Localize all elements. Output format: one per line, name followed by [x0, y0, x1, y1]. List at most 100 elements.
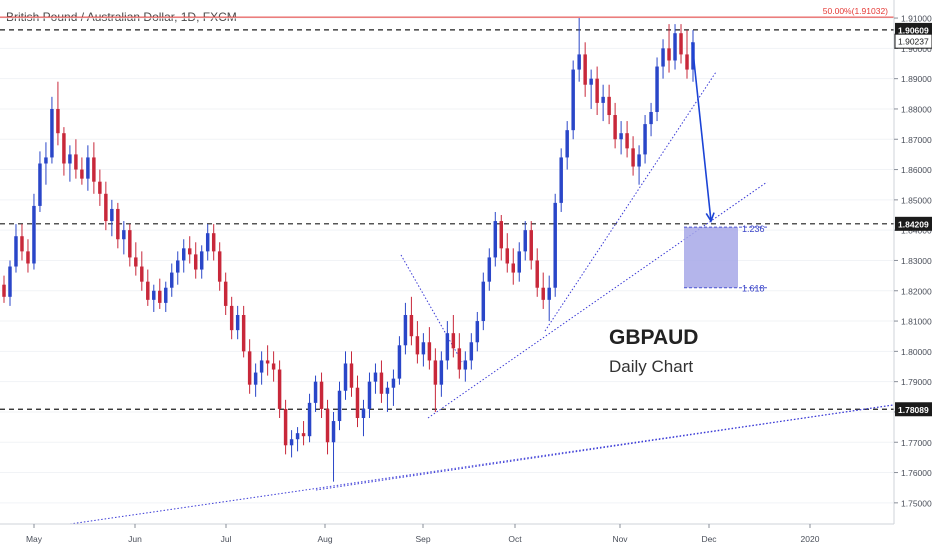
candle-body: [235, 314, 240, 331]
candle-body: [667, 48, 671, 61]
candle: [98, 169, 102, 206]
candle: [2, 275, 6, 303]
candle: [367, 372, 372, 419]
candle-body: [463, 360, 468, 370]
candle-body: [637, 154, 641, 167]
candle: [451, 314, 456, 358]
candle: [661, 39, 665, 79]
candle-body: [397, 345, 402, 379]
candle-body: [241, 314, 246, 352]
candle: [241, 305, 246, 358]
x-tick-label: Aug: [317, 534, 332, 544]
candle-body: [685, 54, 689, 70]
candle: [235, 305, 240, 340]
y-tick-label: 1.91000: [901, 14, 932, 24]
candle: [397, 336, 402, 385]
candle-body: [80, 169, 84, 179]
candle: [26, 239, 30, 273]
candle: [128, 224, 132, 267]
price-tag: [895, 22, 932, 37]
candle: [589, 69, 593, 109]
axis-background: [894, 0, 932, 550]
candle: [32, 193, 36, 270]
price-tag: [895, 402, 932, 417]
y-tick-label: 1.76000: [901, 468, 932, 478]
candle-body: [265, 360, 270, 364]
candle: [211, 224, 216, 261]
candle-body: [217, 251, 222, 282]
candle: [247, 339, 252, 394]
candle-body: [403, 314, 408, 346]
candle-body: [122, 230, 126, 240]
candle-body: [571, 69, 575, 131]
candle-body: [68, 154, 72, 164]
x-tick-label: Jul: [221, 534, 232, 544]
trendline: [544, 71, 717, 332]
candle-body: [319, 381, 324, 409]
candle: [193, 242, 198, 279]
candle: [176, 251, 180, 285]
candle: [146, 269, 150, 306]
candle-body: [20, 236, 24, 252]
candle: [295, 427, 300, 452]
trendline: [69, 404, 894, 525]
grid-layer: [0, 17, 893, 504]
candle: [595, 66, 599, 116]
candle-body: [26, 251, 30, 264]
candle-body: [547, 287, 551, 300]
candle: [116, 202, 120, 249]
candle-body: [427, 342, 432, 361]
y-tick-label: 1.87000: [901, 135, 932, 145]
candle: [379, 360, 384, 403]
candle: [553, 193, 557, 297]
price-tag-label: 1.84209: [898, 219, 929, 229]
candle-body: [529, 230, 533, 261]
candle-body: [373, 372, 378, 382]
candle-body: [253, 372, 258, 385]
candle: [325, 399, 330, 455]
candle: [68, 145, 72, 182]
candle-body: [44, 157, 48, 164]
candle-body: [182, 248, 186, 261]
candle: [8, 260, 12, 306]
candle-body: [631, 148, 635, 167]
candle-body: [379, 372, 384, 394]
candle: [493, 211, 498, 267]
candles: [2, 18, 695, 482]
candle-body: [56, 108, 60, 134]
fib-1236-label: 1.236: [742, 224, 765, 234]
candle: [655, 57, 659, 122]
candle-body: [643, 124, 647, 155]
candle: [92, 142, 96, 194]
candle-body: [128, 230, 132, 258]
trendline: [427, 181, 768, 419]
projection-arrow-head: [705, 212, 715, 223]
target-zone: [684, 227, 738, 288]
candle: [385, 381, 390, 412]
candle-body: [331, 421, 336, 443]
candle: [140, 251, 144, 291]
candle-body: [62, 133, 66, 164]
candle: [289, 430, 294, 458]
candle: [277, 360, 282, 419]
candle: [409, 296, 414, 346]
candle-body: [289, 439, 294, 446]
y-tick-label: 1.85000: [901, 195, 932, 205]
y-tick-label: 1.86000: [901, 165, 932, 175]
candle: [253, 363, 258, 397]
candle-body: [553, 202, 557, 288]
candle-body: [86, 157, 90, 179]
candle: [535, 248, 539, 297]
candle-body: [679, 33, 683, 55]
candle-body: [295, 433, 300, 440]
candle-body: [199, 251, 204, 270]
candle-body: [469, 342, 474, 361]
candle: [62, 127, 66, 176]
candle: [134, 242, 138, 276]
candle: [50, 96, 54, 164]
candle: [164, 281, 168, 312]
candle: [349, 351, 354, 397]
candle-body: [2, 284, 6, 297]
